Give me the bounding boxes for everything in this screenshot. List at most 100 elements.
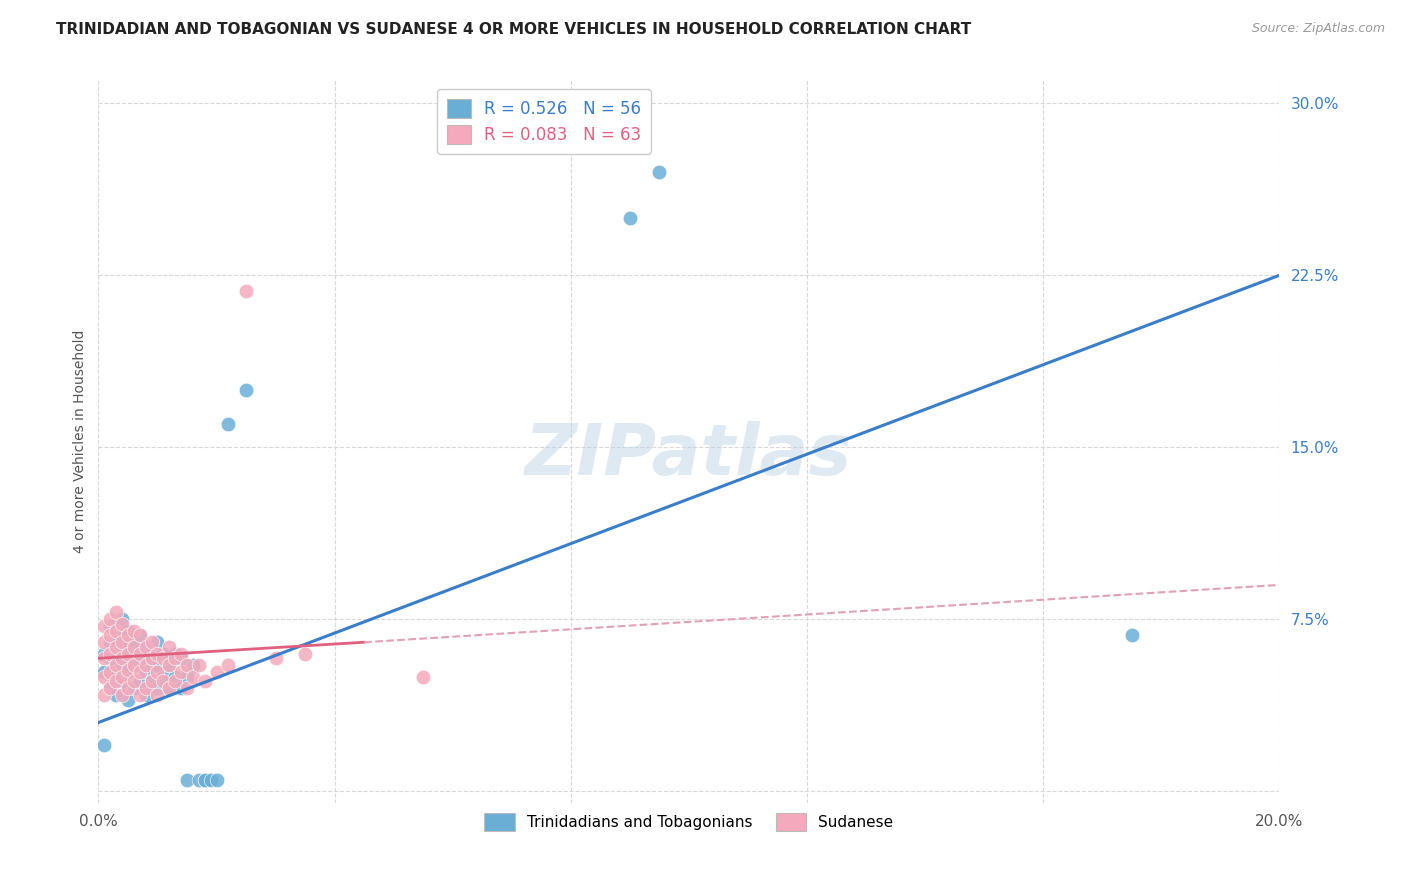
Point — [619, 211, 641, 225]
Point — [152, 651, 174, 665]
Point — [105, 658, 128, 673]
Point — [105, 624, 128, 638]
Point — [157, 681, 180, 695]
Point — [111, 670, 134, 684]
Point — [165, 670, 187, 684]
Point — [441, 119, 464, 133]
Point — [98, 665, 121, 679]
Point — [146, 688, 169, 702]
Point — [122, 640, 145, 654]
Point — [217, 417, 239, 432]
Point — [205, 665, 228, 679]
Point — [105, 640, 128, 654]
Point — [146, 665, 169, 679]
Point — [471, 108, 494, 122]
Point — [181, 670, 204, 684]
Text: ZIPatlas: ZIPatlas — [526, 422, 852, 491]
Point — [170, 665, 193, 679]
Point — [122, 658, 145, 673]
Point — [176, 681, 198, 695]
Point — [111, 688, 134, 702]
Point — [128, 674, 150, 689]
Point — [135, 658, 157, 673]
Point — [98, 651, 121, 665]
Point — [170, 647, 193, 661]
Point — [135, 640, 157, 654]
Point — [181, 658, 204, 673]
Point — [117, 628, 139, 642]
Text: Source: ZipAtlas.com: Source: ZipAtlas.com — [1251, 22, 1385, 36]
Legend: Trinidadians and Tobagonians, Sudanese: Trinidadians and Tobagonians, Sudanese — [477, 805, 901, 838]
Point — [194, 772, 217, 787]
Point — [93, 670, 115, 684]
Point — [93, 651, 115, 665]
Point — [152, 674, 174, 689]
Point — [217, 658, 239, 673]
Point — [98, 628, 121, 642]
Point — [93, 665, 115, 679]
Point — [111, 658, 134, 673]
Point — [122, 681, 145, 695]
Point — [146, 647, 169, 661]
Point — [157, 640, 180, 654]
Point — [165, 674, 187, 689]
Point — [98, 681, 121, 695]
Point — [141, 635, 163, 649]
Point — [105, 647, 128, 661]
Point — [105, 628, 128, 642]
Point — [146, 635, 169, 649]
Point — [98, 647, 121, 661]
Point — [128, 688, 150, 702]
Point — [170, 651, 193, 665]
Point — [205, 772, 228, 787]
Point — [105, 670, 128, 684]
Point — [141, 651, 163, 665]
Point — [98, 619, 121, 633]
Point — [117, 624, 139, 638]
Point — [122, 674, 145, 689]
Point — [117, 692, 139, 706]
Point — [264, 651, 287, 665]
Point — [187, 658, 209, 673]
Point — [165, 651, 187, 665]
Point — [176, 772, 198, 787]
Point — [135, 681, 157, 695]
Point — [152, 647, 174, 661]
Point — [98, 612, 121, 626]
Point — [111, 635, 134, 649]
Point — [93, 688, 115, 702]
Point — [93, 619, 115, 633]
Point — [117, 663, 139, 677]
Point — [176, 658, 198, 673]
Point — [141, 651, 163, 665]
Point — [194, 772, 217, 787]
Point — [165, 647, 187, 661]
Point — [235, 383, 257, 397]
Point — [294, 647, 316, 661]
Point — [93, 647, 115, 661]
Point — [141, 674, 163, 689]
Point — [128, 628, 150, 642]
Point — [105, 688, 128, 702]
Point — [176, 670, 198, 684]
Point — [93, 635, 115, 649]
Point — [194, 674, 217, 689]
Point — [648, 165, 671, 179]
Point — [111, 674, 134, 689]
Point — [105, 674, 128, 689]
Point — [146, 658, 169, 673]
Y-axis label: 4 or more Vehicles in Household: 4 or more Vehicles in Household — [73, 330, 87, 553]
Point — [122, 624, 145, 638]
Point — [157, 658, 180, 673]
Point — [93, 739, 115, 753]
Point — [111, 616, 134, 631]
Point — [117, 681, 139, 695]
Point — [111, 612, 134, 626]
Point — [157, 658, 180, 673]
Text: TRINIDADIAN AND TOBAGONIAN VS SUDANESE 4 OR MORE VEHICLES IN HOUSEHOLD CORRELATI: TRINIDADIAN AND TOBAGONIAN VS SUDANESE 4… — [56, 22, 972, 37]
Point — [1121, 628, 1143, 642]
Point — [135, 665, 157, 679]
Point — [135, 642, 157, 657]
Point — [117, 665, 139, 679]
Point — [117, 647, 139, 661]
